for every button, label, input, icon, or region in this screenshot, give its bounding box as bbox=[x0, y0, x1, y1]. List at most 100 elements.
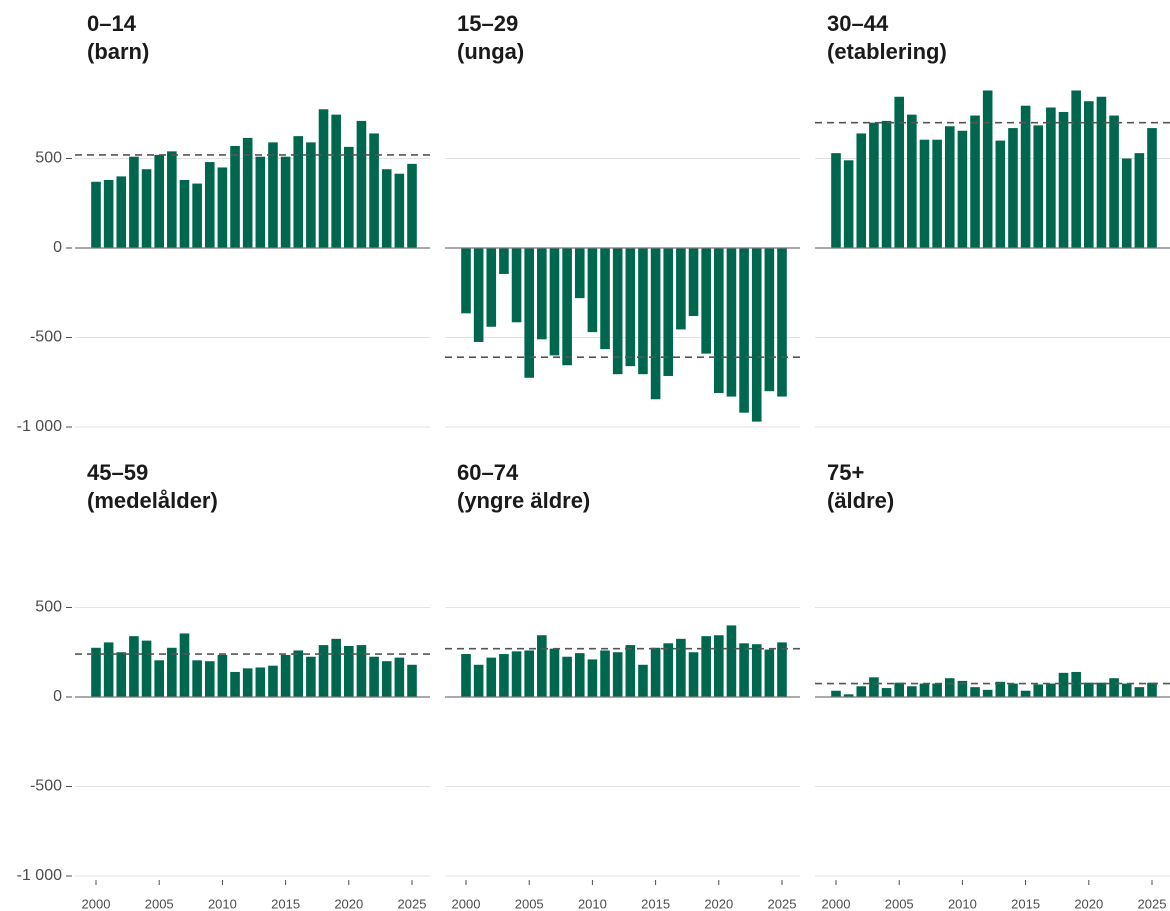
bar bbox=[103, 179, 114, 248]
bar bbox=[957, 130, 968, 248]
bar bbox=[612, 652, 623, 697]
panel-subtitle: (äldre) bbox=[827, 488, 894, 513]
bar bbox=[1109, 115, 1119, 248]
bar bbox=[587, 659, 598, 697]
x-tick-label: 2005 bbox=[885, 896, 914, 911]
bar bbox=[1121, 683, 1132, 697]
bar bbox=[129, 636, 139, 697]
bar bbox=[293, 136, 304, 248]
bar bbox=[919, 139, 930, 248]
bar bbox=[932, 683, 942, 697]
bar bbox=[587, 248, 598, 333]
bar bbox=[129, 156, 139, 248]
panel-title: 45–59 bbox=[87, 460, 148, 485]
x-tick-label: 2005 bbox=[145, 896, 174, 911]
bar bbox=[91, 647, 101, 697]
bar bbox=[777, 248, 787, 397]
bar bbox=[1020, 105, 1031, 248]
bar bbox=[293, 650, 304, 697]
bar bbox=[91, 181, 101, 248]
bar bbox=[511, 248, 522, 323]
bar bbox=[1046, 107, 1056, 248]
bar bbox=[831, 690, 841, 697]
bar bbox=[869, 122, 879, 248]
bar bbox=[141, 640, 152, 697]
bar bbox=[995, 140, 1006, 248]
bar bbox=[919, 683, 930, 697]
x-tick-label: 2000 bbox=[822, 896, 851, 911]
bar bbox=[306, 142, 316, 248]
bar bbox=[726, 248, 737, 397]
bar bbox=[574, 653, 585, 697]
x-tick-label: 2015 bbox=[271, 896, 300, 911]
bar bbox=[600, 650, 610, 697]
bar bbox=[217, 654, 228, 697]
bar bbox=[907, 686, 917, 697]
bar bbox=[217, 167, 228, 248]
bar bbox=[1121, 158, 1132, 248]
bar bbox=[1020, 690, 1031, 697]
bar bbox=[167, 151, 177, 248]
bar bbox=[1071, 671, 1081, 697]
bar bbox=[1147, 682, 1157, 697]
bar bbox=[306, 656, 316, 697]
bar bbox=[499, 654, 509, 697]
bar bbox=[894, 682, 904, 697]
panel-title: 30–44 bbox=[827, 11, 889, 36]
bar bbox=[970, 687, 980, 697]
y-tick-label: 500 bbox=[35, 599, 62, 616]
x-tick-label: 2020 bbox=[1074, 896, 1103, 911]
bar bbox=[394, 657, 405, 697]
bar bbox=[204, 162, 215, 248]
bar bbox=[473, 664, 484, 697]
y-tick-label: 0 bbox=[53, 688, 62, 705]
bar bbox=[751, 644, 762, 697]
bar bbox=[638, 664, 648, 697]
bar bbox=[688, 652, 699, 697]
bar bbox=[192, 183, 202, 248]
x-tick-label: 2005 bbox=[515, 896, 544, 911]
bar bbox=[537, 248, 547, 340]
bar bbox=[268, 665, 278, 697]
panel-title: 15–29 bbox=[457, 11, 518, 36]
y-tick-label: -500 bbox=[30, 329, 62, 346]
bar bbox=[331, 638, 341, 697]
bar bbox=[843, 160, 854, 248]
bar bbox=[141, 169, 152, 248]
bar bbox=[154, 154, 164, 248]
x-tick-label: 2010 bbox=[578, 896, 607, 911]
bar bbox=[1033, 125, 1044, 248]
bar bbox=[242, 137, 253, 248]
bar bbox=[1134, 153, 1145, 248]
bar bbox=[116, 652, 127, 697]
bar bbox=[932, 139, 942, 248]
x-tick-label: 2010 bbox=[208, 896, 237, 911]
bar bbox=[369, 656, 379, 697]
bar bbox=[638, 248, 648, 375]
bar bbox=[856, 133, 867, 248]
bar bbox=[473, 248, 484, 342]
bar bbox=[714, 635, 724, 697]
bar bbox=[982, 689, 993, 697]
bar bbox=[1058, 672, 1069, 697]
bar bbox=[764, 248, 775, 392]
y-tick-label: 0 bbox=[53, 239, 62, 256]
x-tick-label: 2010 bbox=[948, 896, 977, 911]
bar bbox=[714, 248, 724, 393]
bar bbox=[1071, 90, 1081, 248]
bar bbox=[192, 660, 202, 697]
bar bbox=[1033, 684, 1044, 697]
bar bbox=[356, 120, 367, 248]
bar bbox=[116, 176, 127, 248]
bar bbox=[381, 661, 392, 697]
panel-subtitle: (etablering) bbox=[827, 39, 947, 64]
bar bbox=[562, 248, 572, 366]
bar bbox=[344, 146, 354, 248]
bar bbox=[549, 248, 560, 356]
bar bbox=[1008, 128, 1018, 248]
panel-subtitle: (yngre äldre) bbox=[457, 488, 590, 513]
bar bbox=[280, 156, 291, 248]
bar bbox=[356, 645, 367, 697]
panel-title: 60–74 bbox=[457, 460, 519, 485]
